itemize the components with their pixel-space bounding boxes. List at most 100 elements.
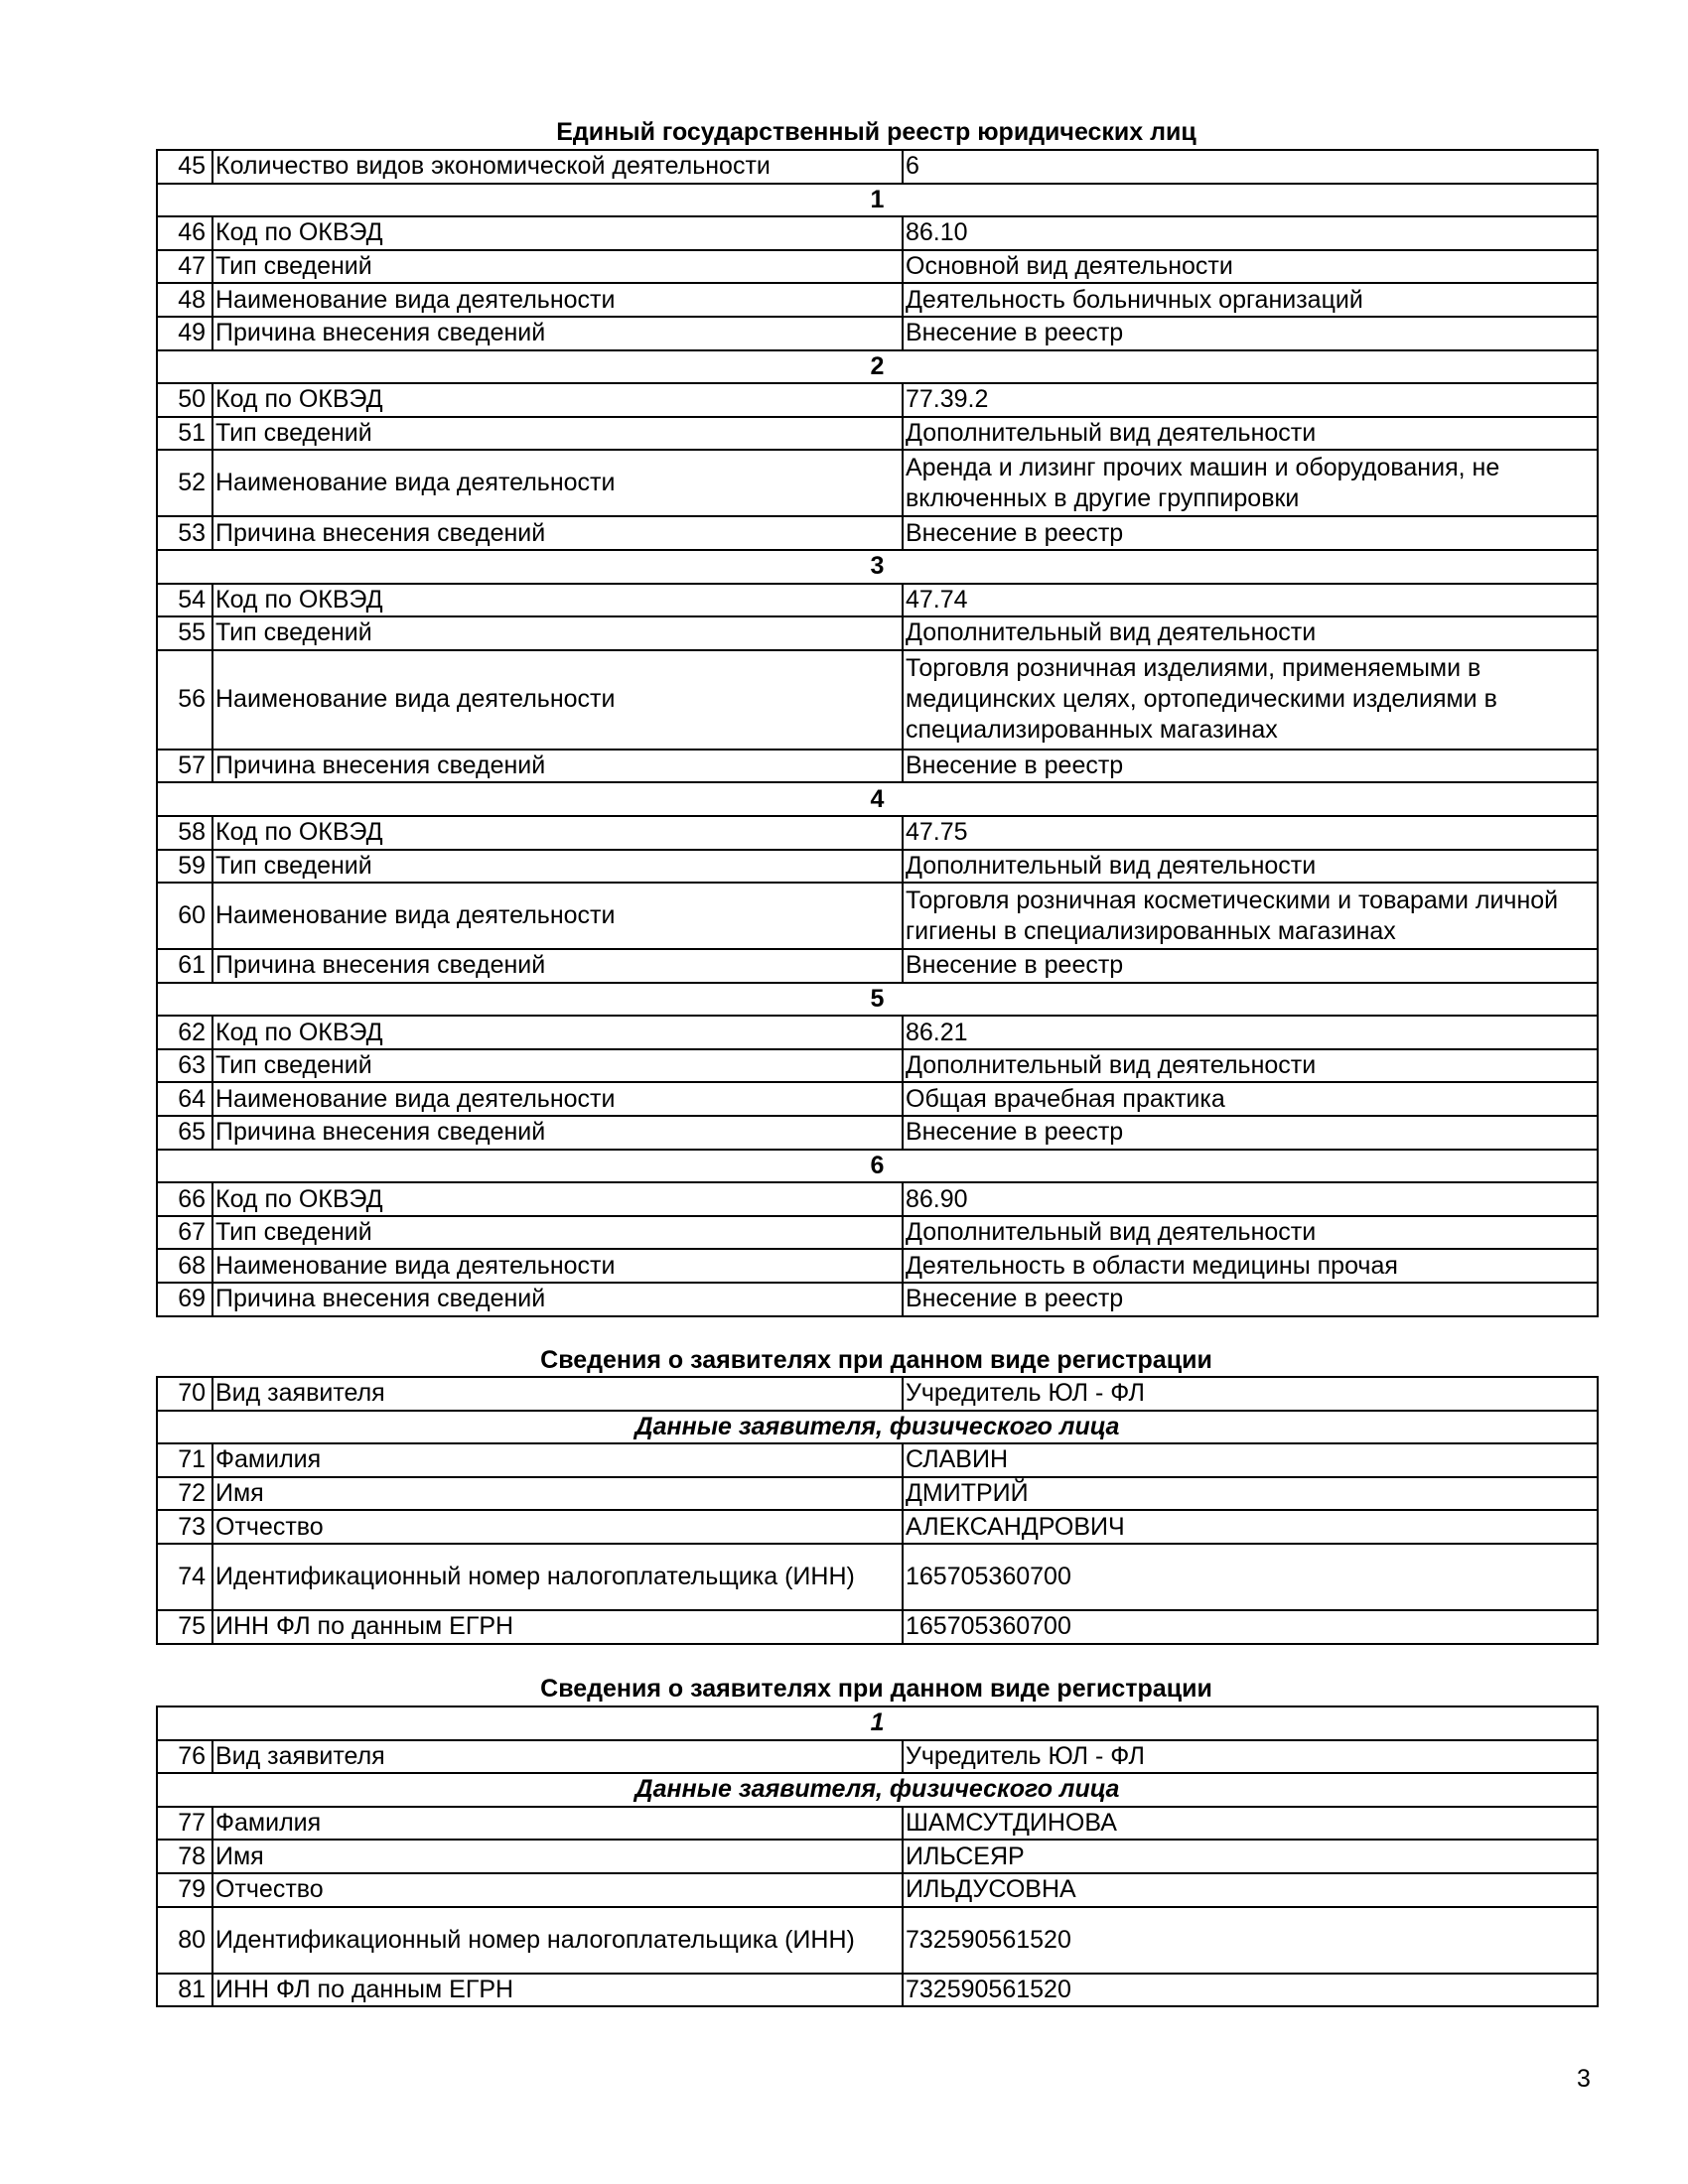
field-value: Внесение в реестр xyxy=(902,1282,1599,1317)
group-header-row: 1 xyxy=(156,182,1599,218)
field-value: 77.39.2 xyxy=(902,382,1599,418)
group-header: 1 xyxy=(156,182,1599,218)
field-value: Дополнительный вид деятельности xyxy=(902,1047,1599,1084)
row-number: 46 xyxy=(156,215,213,251)
field-value: Внесение в реестр xyxy=(902,948,1599,984)
field-label: Тип сведений xyxy=(211,848,904,885)
table-row: 45 Количество видов экономической деятель… xyxy=(156,149,1599,185)
field-value: 86.10 xyxy=(902,215,1599,251)
field-label: Причина внесения сведений xyxy=(211,748,904,784)
table-row: 66 Код по ОКВЭД 86.90 xyxy=(156,1181,1599,1217)
table-row: 77 Фамилия ШАМСУТДИНОВА xyxy=(156,1805,1600,1842)
field-value: АЛЕКСАНДРОВИЧ xyxy=(902,1509,1599,1545)
field-label: Код по ОКВЭД xyxy=(211,215,904,251)
row-number: 56 xyxy=(156,648,213,751)
row-number: 50 xyxy=(156,382,213,418)
row-number: 67 xyxy=(156,1214,213,1251)
table-row: 55 Тип сведений Дополнительный вид деятель… xyxy=(156,615,1599,651)
field-label: Код по ОКВЭД xyxy=(211,582,904,618)
table-row: 78 Имя ИЛЬСЕЯР xyxy=(156,1839,1600,1874)
row-number: 51 xyxy=(156,415,213,452)
section-title: Сведения о заявителях при данном виде ре… xyxy=(540,1675,1212,1703)
table-row: 48 Наименование вида деятельности Деятельн… xyxy=(156,282,1599,318)
group-header-row: 2 xyxy=(156,348,1599,385)
field-value: Внесение в реестр xyxy=(902,515,1599,551)
group-header: 1 xyxy=(155,1706,1600,1741)
table-row: 56 Наименование вида деятельности Торговля… xyxy=(156,648,1599,751)
field-value: 86.90 xyxy=(902,1181,1599,1217)
table-row: 58 Код по ОКВЭД 47.75 xyxy=(156,814,1599,851)
field-label: Наименование вида деятельности xyxy=(211,1248,904,1285)
field-label: Идентификационный номер налогоплательщик… xyxy=(211,1905,904,1975)
table-row: 60 Наименование вида деятельности Торговля… xyxy=(156,882,1599,951)
table-row: 57 Причина внесения сведений Внесение в ре… xyxy=(156,748,1599,784)
field-value: 165705360700 xyxy=(902,1608,1599,1645)
group-header-row: 4 xyxy=(156,781,1599,817)
table-row: 79 Отчество ИЛЬДУСОВНА xyxy=(156,1871,1600,1908)
group-header: Данные заявителя, физического лица xyxy=(155,1772,1600,1808)
table-row: 69 Причина внесения сведений Внесение в ре… xyxy=(156,1282,1599,1317)
field-value: Дополнительный вид деятельности xyxy=(902,848,1599,885)
field-value: Дополнительный вид деятельности xyxy=(902,415,1599,452)
field-label: Фамилия xyxy=(211,1442,904,1478)
group-header-row: 1 xyxy=(155,1706,1600,1741)
registry-table: 1 76 Вид заявителя Учредитель ЮЛ - ФЛ Данные… xyxy=(155,1706,1600,2008)
row-number: 53 xyxy=(156,515,213,551)
table-row: 46 Код по ОКВЭД 86.10 xyxy=(156,215,1599,251)
row-number: 59 xyxy=(156,848,213,885)
field-label: Наименование вида деятельности xyxy=(211,882,904,951)
field-label: Вид заявителя xyxy=(211,1738,904,1775)
field-label: ИНН ФЛ по данным ЕГРН xyxy=(211,1608,904,1645)
row-number: 74 xyxy=(156,1542,213,1611)
field-value: Учредитель ЮЛ - ФЛ xyxy=(901,1738,1600,1775)
row-number: 64 xyxy=(156,1081,213,1118)
field-value: ИЛЬСЕЯР xyxy=(901,1839,1600,1874)
row-number: 78 xyxy=(156,1839,213,1874)
row-number: 54 xyxy=(156,582,213,618)
field-label: Тип сведений xyxy=(211,1214,904,1251)
field-label: Код по ОКВЭД xyxy=(211,814,904,851)
row-number: 45 xyxy=(156,149,213,185)
field-label: Тип сведений xyxy=(211,415,904,452)
row-number: 71 xyxy=(156,1442,213,1478)
field-value: 732590561520 xyxy=(901,1972,1600,2008)
field-label: Код по ОКВЭД xyxy=(211,1015,904,1050)
field-label: Код по ОКВЭД xyxy=(211,382,904,418)
table-row: 70 Вид заявителя Учредитель ЮЛ - ФЛ xyxy=(156,1376,1599,1412)
row-number: 73 xyxy=(156,1509,213,1545)
field-value: Дополнительный вид деятельности xyxy=(902,615,1599,651)
row-number: 60 xyxy=(156,882,213,951)
row-number: 69 xyxy=(156,1282,213,1317)
field-value: 86.21 xyxy=(902,1015,1599,1050)
field-value: ШАМСУТДИНОВА xyxy=(901,1805,1600,1842)
table-row: 47 Тип сведений Основной вид деятельности xyxy=(156,248,1599,285)
table-row: 72 Имя ДМИТРИЙ xyxy=(156,1475,1599,1512)
field-label: Причина внесения сведений xyxy=(211,315,904,351)
page-number: 3 xyxy=(1577,2065,1591,2093)
field-value: Аренда и лизинг прочих машин и оборудова… xyxy=(902,449,1599,518)
field-value: Дополнительный вид деятельности xyxy=(902,1214,1599,1251)
field-value: 47.75 xyxy=(902,814,1599,851)
field-label: Отчество xyxy=(211,1509,904,1545)
field-label: Тип сведений xyxy=(211,1047,904,1084)
row-number: 66 xyxy=(156,1181,213,1217)
group-header-row: 6 xyxy=(156,1148,1599,1184)
group-header: 4 xyxy=(156,781,1599,817)
field-label: Имя xyxy=(211,1475,904,1512)
table-row: 52 Наименование вида деятельности Аренда и… xyxy=(156,449,1599,518)
field-label: Наименование вида деятельности xyxy=(211,648,904,751)
field-label: Количество видов экономической деятельно… xyxy=(211,149,904,185)
table-row: 67 Тип сведений Дополнительный вид деятель… xyxy=(156,1214,1599,1251)
table-row: 59 Тип сведений Дополнительный вид деятель… xyxy=(156,848,1599,885)
row-number: 52 xyxy=(156,449,213,518)
field-label: Причина внесения сведений xyxy=(211,1282,904,1317)
field-label: ИНН ФЛ по данным ЕГРН xyxy=(211,1972,904,2008)
row-number: 63 xyxy=(156,1047,213,1084)
field-value: Внесение в реестр xyxy=(902,315,1599,351)
table-row: 61 Причина внесения сведений Внесение в ре… xyxy=(156,948,1599,984)
row-number: 55 xyxy=(156,615,213,651)
field-value: 732590561520 xyxy=(901,1905,1600,1975)
field-value: 6 xyxy=(902,149,1599,185)
field-value: Основной вид деятельности xyxy=(902,248,1599,285)
row-number: 61 xyxy=(156,948,213,984)
